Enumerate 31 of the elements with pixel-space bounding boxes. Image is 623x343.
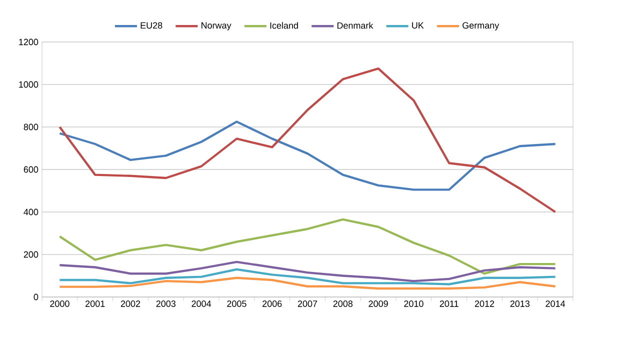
legend-label: Germany: [462, 22, 500, 30]
x-tick-label: 2002: [120, 300, 140, 307]
x-tick-label: 2004: [192, 300, 212, 307]
x-tick-label: 2000: [50, 300, 70, 307]
line-series: [58, 260, 556, 282]
x-tick-label: 2009: [368, 300, 388, 307]
x-tick-label: 2014: [546, 300, 566, 307]
x-tick-label: 2007: [298, 300, 318, 307]
line-series: [58, 120, 556, 191]
y-tick-label: 1200: [19, 38, 38, 46]
legend-label: UK: [412, 22, 424, 29]
y-tick-label: 1000: [19, 81, 38, 88]
line-series: [58, 67, 556, 214]
y-tick-label: 400: [24, 208, 38, 216]
legend-label: EU28: [140, 22, 162, 29]
legend-label: Denmark: [337, 22, 374, 29]
y-tick-label: 600: [24, 166, 38, 173]
y-tick-label: 0: [34, 294, 38, 300]
y-tick-label: 800: [24, 124, 38, 130]
x-tick-label: 2011: [440, 300, 458, 307]
x-tick-label: 2001: [86, 300, 105, 307]
legend-label: Norway: [202, 22, 232, 30]
x-tick-label: 2008: [333, 300, 353, 307]
x-tick-label: 2006: [262, 300, 282, 307]
x-tick-label: 2010: [404, 300, 424, 307]
legend-label: Iceland: [270, 22, 298, 29]
x-tick-label: 2003: [156, 300, 176, 307]
x-tick-label: 2013: [510, 300, 530, 307]
x-tick-label: 2012: [474, 300, 494, 307]
y-tick-label: 200: [24, 251, 38, 258]
x-tick-label: 2005: [227, 300, 246, 307]
